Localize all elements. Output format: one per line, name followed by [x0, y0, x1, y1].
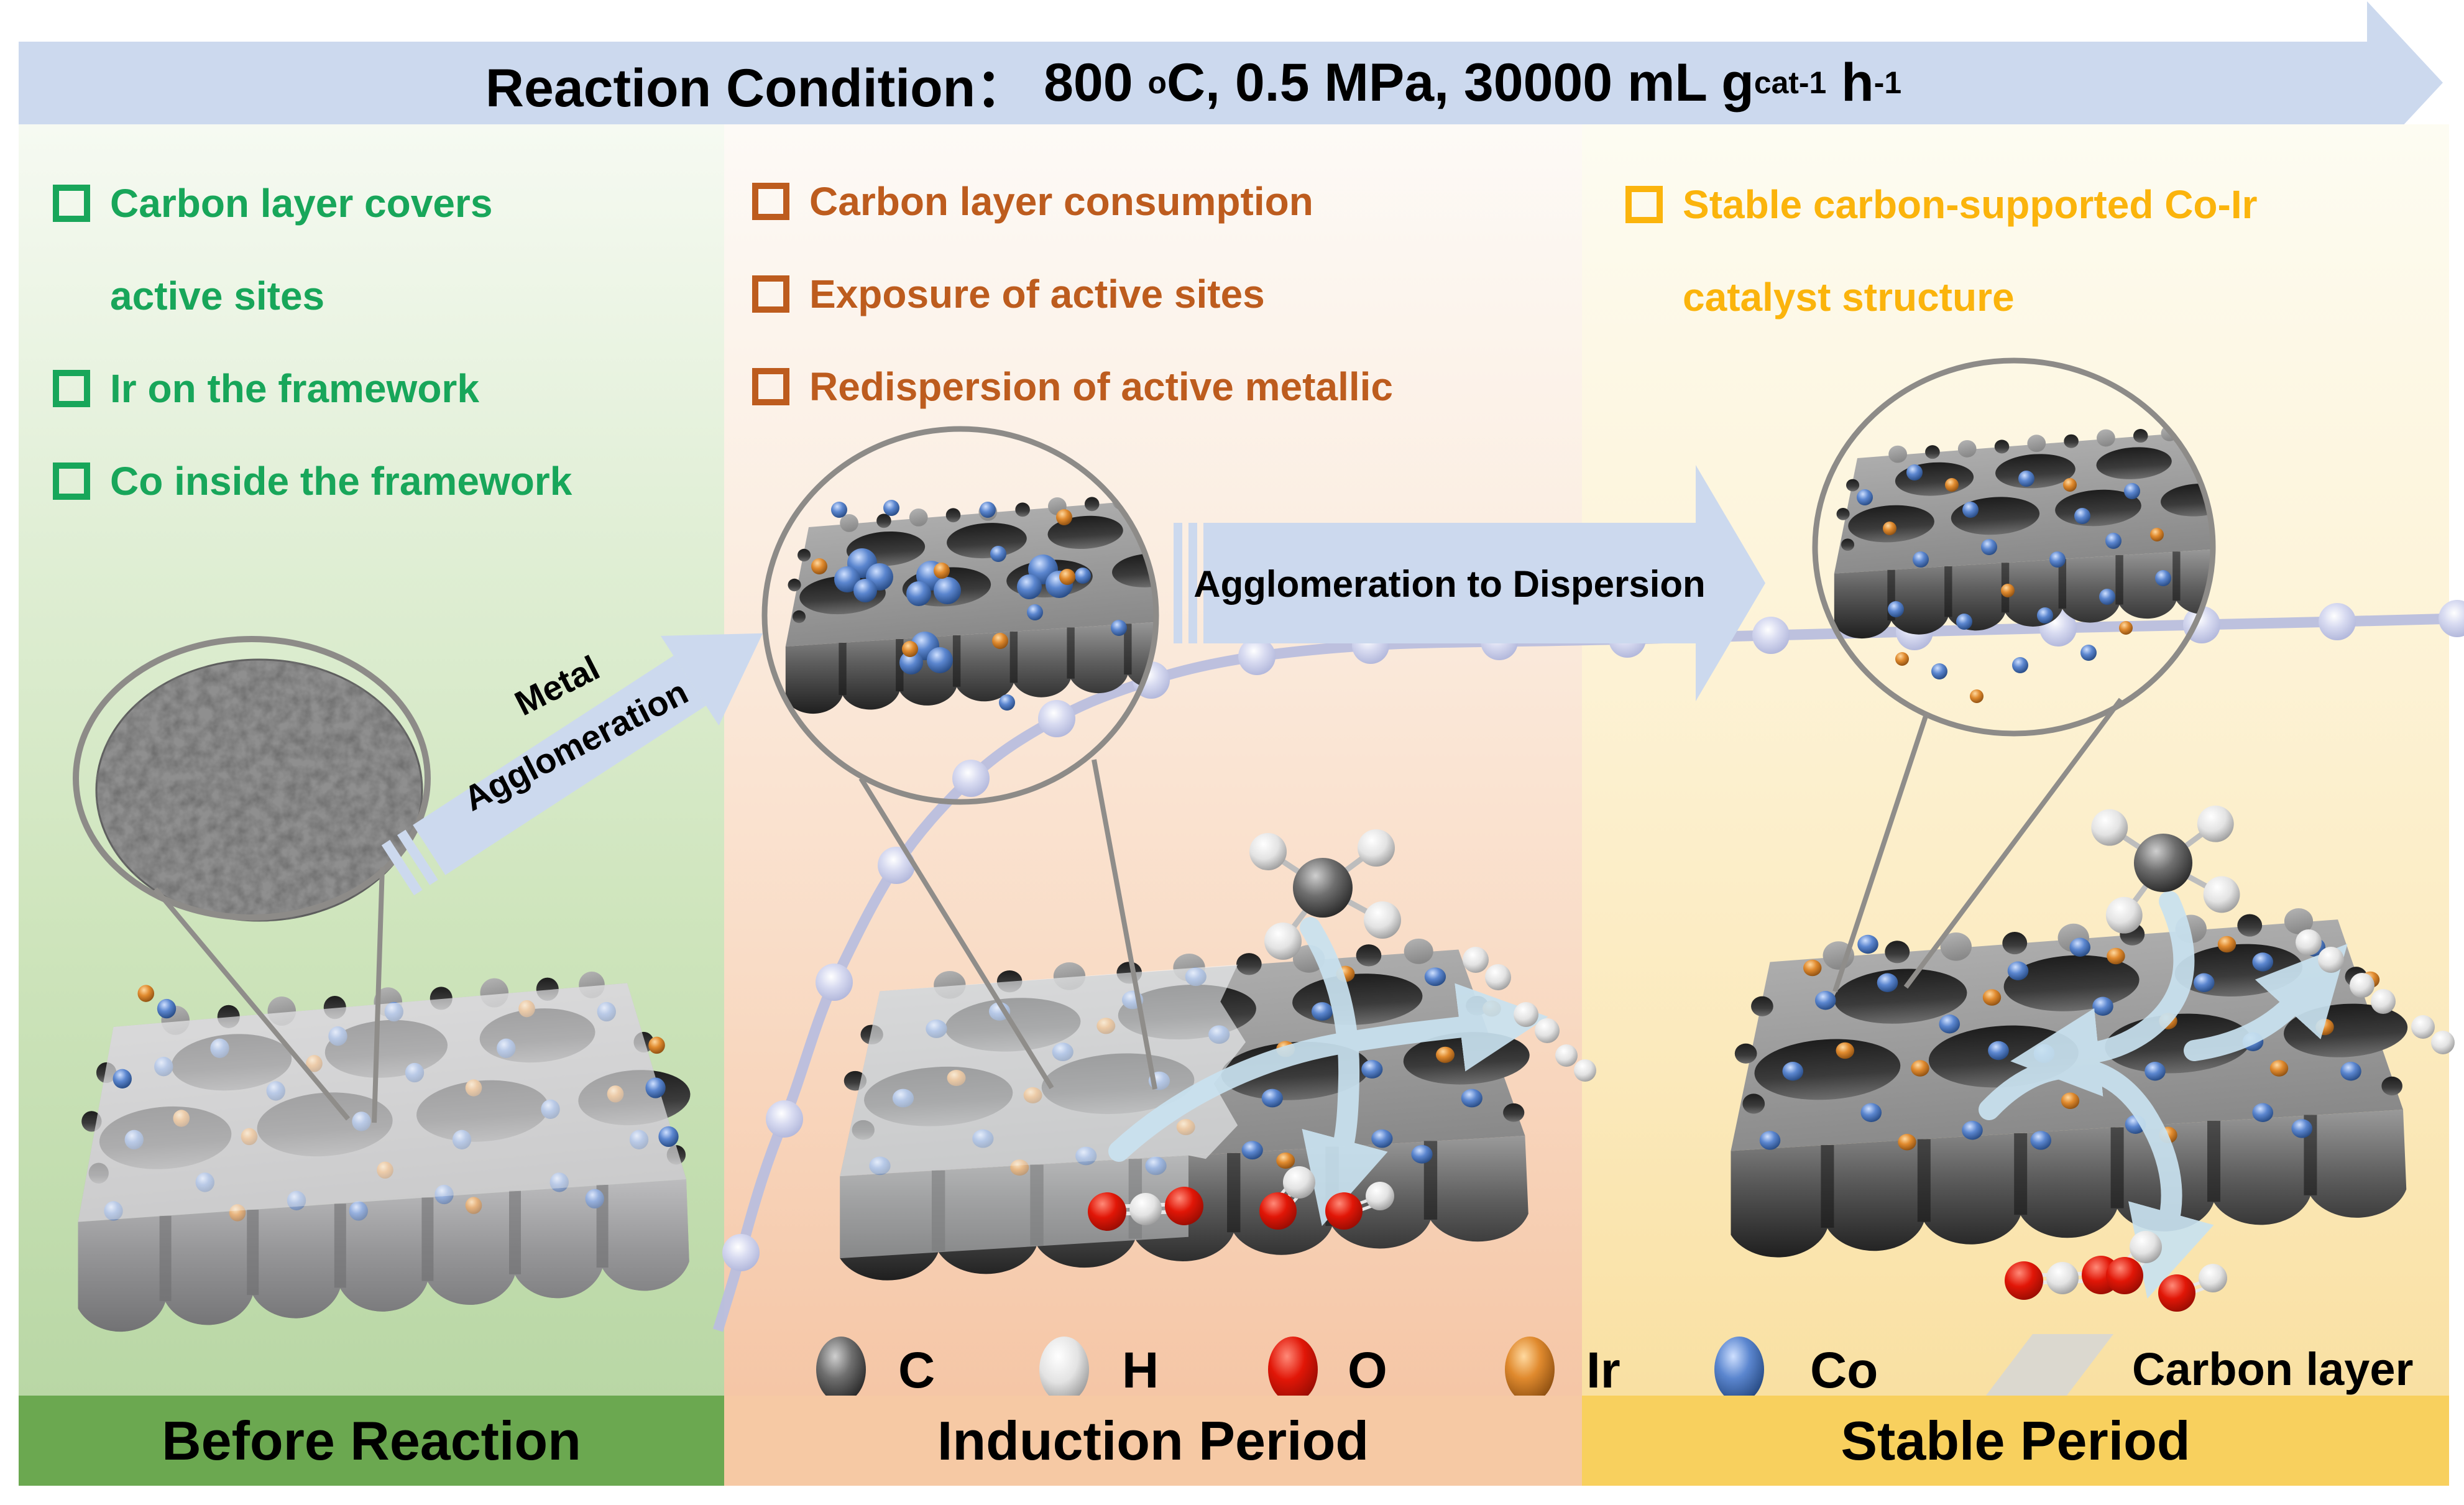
stage-bar-label: Before Reaction: [162, 1409, 581, 1471]
list-item: Co inside the framework: [53, 435, 572, 527]
stage-bar-label: Stable Period: [1841, 1409, 2190, 1471]
title-sup2: -1: [1873, 65, 1902, 100]
curve-beads: [722, 600, 2464, 1271]
callout-lines: [153, 697, 2123, 1123]
list-item: Carbon layer consumption: [752, 155, 1393, 247]
reaction-condition-band: [19, 42, 2368, 124]
title-deg-sup: o: [1147, 65, 1167, 100]
list-item-label: Exposure of active sites: [809, 271, 1265, 316]
h2-molecules: [1463, 929, 2455, 1082]
checkbox-icon: [752, 182, 789, 220]
co-molecule-induction: [1259, 1166, 1315, 1230]
list-item-label: catalyst structure: [1683, 274, 2015, 320]
list-item: Redispersion of active metallic: [752, 340, 1393, 433]
list-item: Carbon layer covers: [53, 157, 572, 249]
stage-bar-induction-period: Induction Period: [724, 1396, 1582, 1486]
legend-label-c: C: [898, 1342, 935, 1399]
list-item-label: active sites: [110, 273, 325, 318]
checkbox-icon: [53, 184, 90, 222]
title-sup1: -1: [1798, 65, 1827, 100]
checklist-before-reaction: Carbon layer covers active sites Ir on t…: [53, 157, 572, 527]
carbon-atom-icon: [816, 1337, 866, 1402]
checkbox-icon: [53, 462, 90, 500]
list-item-label: Carbon layer covers: [110, 180, 493, 226]
checkbox-icon: [1625, 185, 1663, 223]
checklist-induction-period: Carbon layer consumption Exposure of act…: [752, 155, 1393, 433]
magnifier-dispersed: [1812, 357, 2216, 737]
list-item: catalyst structure: [1625, 251, 2258, 343]
list-item: Stable carbon-supported Co-Ir: [1625, 158, 2258, 251]
catalyst-slab-stable: [1731, 908, 2410, 1258]
list-item-label: Redispersion of active metallic: [809, 364, 1393, 409]
oh-molecule-stable: [2158, 1264, 2227, 1312]
title-h: h: [1826, 52, 1874, 113]
co-molecule-stable: [2106, 1231, 2162, 1294]
reaction-condition-title: Reaction Condition： 800 o C, 0.5 MPa, 300…: [19, 39, 2368, 126]
list-item: active sites: [53, 249, 572, 342]
catalyst-slab-before: [78, 972, 692, 1332]
legend-label-ir: Ir: [1586, 1342, 1620, 1399]
magnifier-agglomerated: [761, 426, 1159, 805]
title-temp: 800: [1029, 52, 1148, 113]
stage-bar-before-reaction: Before Reaction: [19, 1396, 724, 1486]
title-mid: C, 0.5 MPa, 30000 mL g: [1166, 52, 1754, 113]
carbon-layer-icon: [1980, 1334, 2113, 1404]
list-item-label: Stable carbon-supported Co-Ir: [1683, 182, 2258, 227]
checklist-stable-period: Stable carbon-supported Co-Ir catalyst s…: [1625, 158, 2258, 343]
title-prefix: Reaction Condition：: [485, 58, 1029, 118]
checkbox-icon: [53, 369, 90, 407]
hydrogen-atom-icon: [1039, 1337, 1089, 1402]
stage-bar-stable-period: Stable Period: [1582, 1396, 2449, 1486]
legend: C H O Ir Co Carbon layer: [816, 1334, 2413, 1404]
legend-label-co: Co: [1810, 1342, 1878, 1399]
oh-molecule-induction: [1325, 1182, 1394, 1230]
reaction-flow-arrows: [1108, 891, 2348, 1299]
checkbox-icon: [752, 367, 789, 405]
list-item-label: Carbon layer consumption: [809, 178, 1313, 224]
stage-bar-label: Induction Period: [937, 1409, 1369, 1471]
title-gcat-sub: cat: [1754, 65, 1799, 100]
co2-molecule-stable: [2005, 1256, 2120, 1300]
iridium-atom-icon: [1505, 1337, 1555, 1402]
dispersion-arrow-label: Agglomeration to Dispersion: [1193, 563, 1705, 605]
metal-agglomeration-arrow: [381, 633, 763, 896]
legend-label-carbon-layer: Carbon layer: [2132, 1343, 2413, 1395]
co2-molecule-induction: [1088, 1187, 1203, 1231]
list-item: Ir on the framework: [53, 342, 572, 435]
legend-label-o: O: [1348, 1342, 1387, 1399]
dispersion-arrow: [1174, 465, 1765, 701]
cobalt-atom-icon: [1714, 1337, 1764, 1402]
oxygen-atom-icon: [1268, 1337, 1318, 1402]
ch4-molecule-induction: [1249, 829, 1401, 960]
list-item: Exposure of active sites: [752, 247, 1393, 340]
ch4-molecule-stable: [2091, 805, 2240, 934]
list-item-label: Ir on the framework: [110, 366, 479, 411]
legend-label-h: H: [1122, 1342, 1159, 1399]
tem-image-ellipse: [73, 636, 431, 922]
checkbox-icon: [752, 275, 789, 313]
list-item-label: Co inside the framework: [110, 458, 572, 504]
